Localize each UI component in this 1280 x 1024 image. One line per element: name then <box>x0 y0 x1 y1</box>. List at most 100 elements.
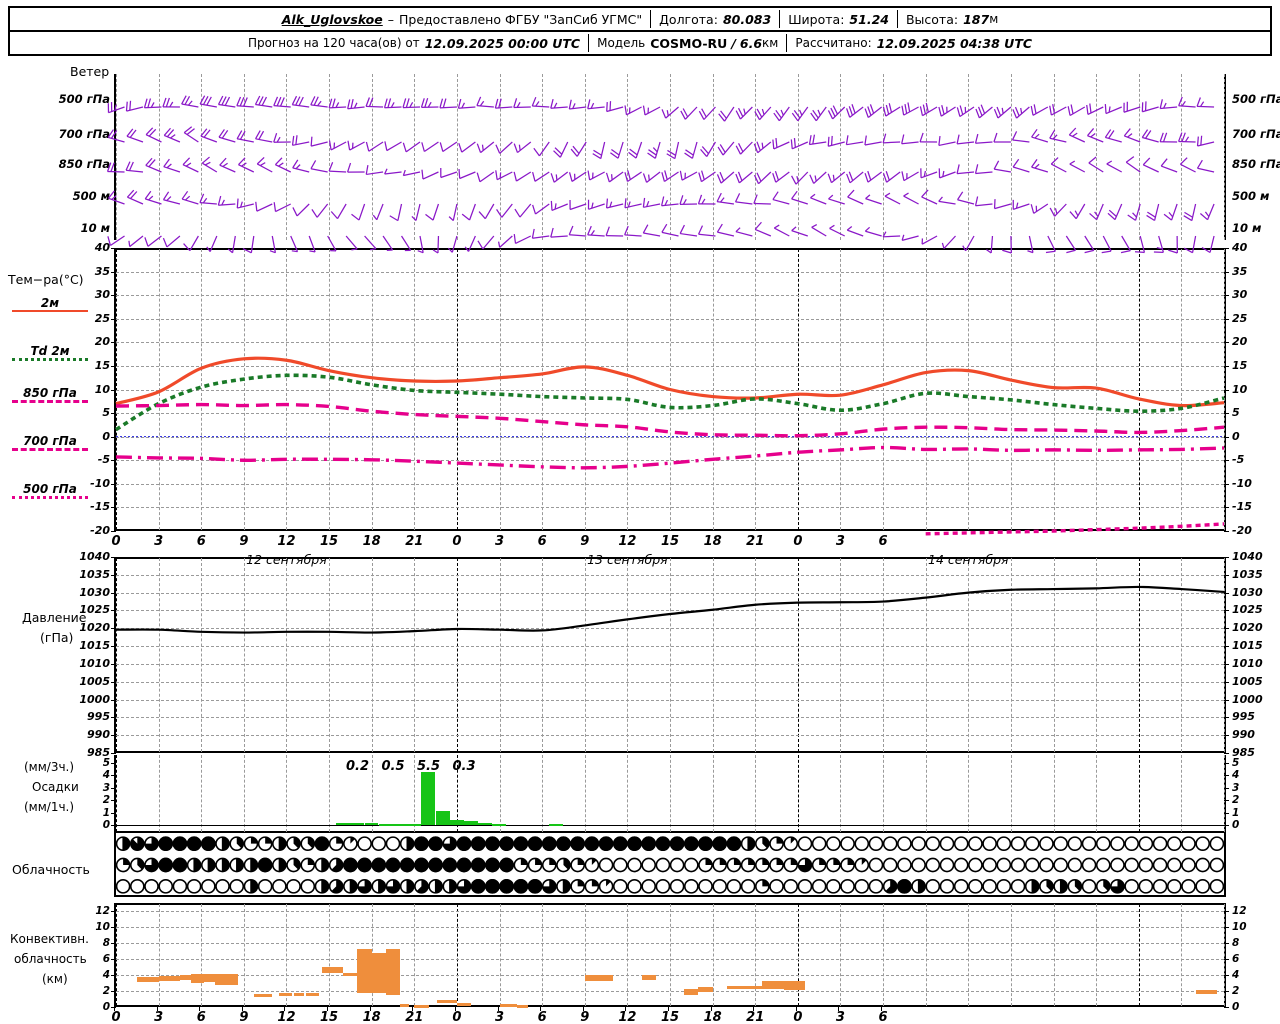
grid-line-vertical <box>968 74 970 240</box>
grid-line-vertical <box>1224 755 1225 832</box>
grid-line-vertical <box>670 74 671 240</box>
forecast-label: Прогноз на 120 часа(ов) от <box>247 36 420 50</box>
precip-axis-tick: 0 <box>102 819 110 831</box>
temperature-legend-label: 500 гПа <box>23 482 77 496</box>
altitude-label: Высота: <box>905 11 959 27</box>
grid-line-vertical <box>456 74 458 240</box>
axis-tick <box>111 927 116 928</box>
grid-line-vertical <box>201 755 203 832</box>
axis-tick <box>1224 610 1229 612</box>
axis-tick <box>1224 531 1229 532</box>
x-axis-hour-label-bottom: 3 <box>154 1010 164 1024</box>
axis-tick <box>1224 483 1229 485</box>
x-axis-hour-label-bottom: 0 <box>111 1010 121 1024</box>
pressure-axis-tick: 1010 <box>1232 656 1263 670</box>
axis-tick <box>881 1007 883 1011</box>
convective-bar <box>191 974 205 983</box>
grid-line-vertical <box>1181 755 1183 832</box>
x-axis-hour-label: 9 <box>239 534 249 549</box>
grid-line-vertical <box>925 904 927 1006</box>
axis-tick <box>1224 681 1229 683</box>
grid-line-vertical <box>542 74 544 240</box>
convective-bar <box>598 975 614 981</box>
x-axis-hour-label-bottom: 18 <box>362 1010 381 1024</box>
grid-line-vertical <box>1224 904 1225 1006</box>
convective-bar <box>698 987 713 992</box>
precip-bar <box>364 823 379 826</box>
axis-tick <box>1224 800 1229 802</box>
precip-bar <box>492 823 507 826</box>
precip-bar <box>421 771 436 825</box>
temperature-axis-tick: -20 <box>1232 524 1252 537</box>
grid-line-vertical <box>329 558 331 752</box>
grid-line-vertical <box>797 755 799 832</box>
grid-line-vertical <box>1010 904 1012 1006</box>
axis-tick <box>1224 389 1229 391</box>
axis-tick <box>1224 663 1229 665</box>
x-axis-hour-label: 6 <box>878 534 888 549</box>
grid-line-horizontal <box>116 663 1224 665</box>
wind-level-label-left: 500 гПа <box>58 92 110 106</box>
grid-line-vertical <box>1010 755 1012 832</box>
grid-line-vertical <box>840 904 842 1006</box>
pressure-axis-tick: 1010 <box>79 656 110 670</box>
grid-line-vertical <box>158 755 160 832</box>
precip-baseline <box>116 825 1224 826</box>
grid-line-vertical <box>456 755 458 832</box>
grid-line-vertical <box>883 558 885 752</box>
precip-axis-tick: 2 <box>102 794 110 807</box>
pressure-axis-tick: 990 <box>87 728 110 742</box>
grid-line-vertical <box>286 74 288 240</box>
grid-line-vertical <box>584 755 586 832</box>
grid-line-horizontal <box>116 342 1224 344</box>
axis-tick <box>625 1007 627 1011</box>
x-axis-hour-label-bottom: 15 <box>660 1010 680 1024</box>
pressure-axis-tick: 1025 <box>1232 603 1263 617</box>
convective-bar <box>371 952 386 994</box>
convective-axis-tick: 0 <box>1232 1001 1240 1013</box>
pressure-axis-tick: 1015 <box>79 639 110 653</box>
axis-tick <box>1224 574 1229 576</box>
station-name: Alk_Uglovskoe <box>281 11 383 27</box>
pressure-axis-tick: 1030 <box>1232 585 1263 599</box>
calculated-time: 12.09.2025 04:38 UTC <box>876 35 1033 51</box>
grid-line-vertical <box>542 904 544 1006</box>
axis-tick <box>111 775 116 777</box>
convective-axis-tick: 10 <box>95 921 110 933</box>
header-divider <box>588 34 590 52</box>
axis-tick <box>111 365 116 367</box>
header-divider <box>779 10 781 28</box>
grid-line-vertical <box>456 904 458 1006</box>
precip-bar <box>464 821 478 825</box>
axis-tick <box>111 911 116 912</box>
convective-bar <box>357 948 372 994</box>
pressure-axis-tick: 1000 <box>79 692 110 706</box>
latitude-label: Широта: <box>788 11 845 27</box>
pressure-axis-tick: 1020 <box>1232 621 1263 635</box>
temperature-legend-label: 850 гПа <box>23 386 77 400</box>
grid-line-vertical <box>670 558 671 752</box>
axis-tick <box>114 1007 115 1011</box>
axis-tick <box>111 1007 116 1008</box>
grid-line-vertical <box>1096 755 1098 832</box>
grid-line-horizontal <box>116 927 1224 928</box>
model-resolution: 6.6 <box>739 35 763 51</box>
x-axis-hour-label: 9 <box>580 534 590 549</box>
axis-tick <box>753 1007 755 1011</box>
convective-axis-tick: 6 <box>1232 953 1240 965</box>
temperature-axis-tick: -5 <box>1232 453 1245 467</box>
convective-bar <box>215 974 230 985</box>
grid-line-horizontal <box>116 271 1224 273</box>
precip-panel-title-1: (мм/3ч.) <box>24 760 75 774</box>
grid-line-vertical <box>243 904 245 1006</box>
precip-bar <box>336 823 351 826</box>
grid-line-vertical <box>456 558 458 752</box>
grid-line-vertical <box>968 904 970 1006</box>
wind-level-label-right: 700 гПа <box>1232 127 1280 141</box>
forecast-init-time: 12.09.2025 00:00 UTC <box>424 35 581 51</box>
grid-line-horizontal <box>116 483 1224 485</box>
axis-tick <box>111 763 116 764</box>
header-divider <box>786 34 788 52</box>
axis-tick <box>1224 557 1229 558</box>
x-axis-hour-label-bottom: 6 <box>196 1010 206 1024</box>
